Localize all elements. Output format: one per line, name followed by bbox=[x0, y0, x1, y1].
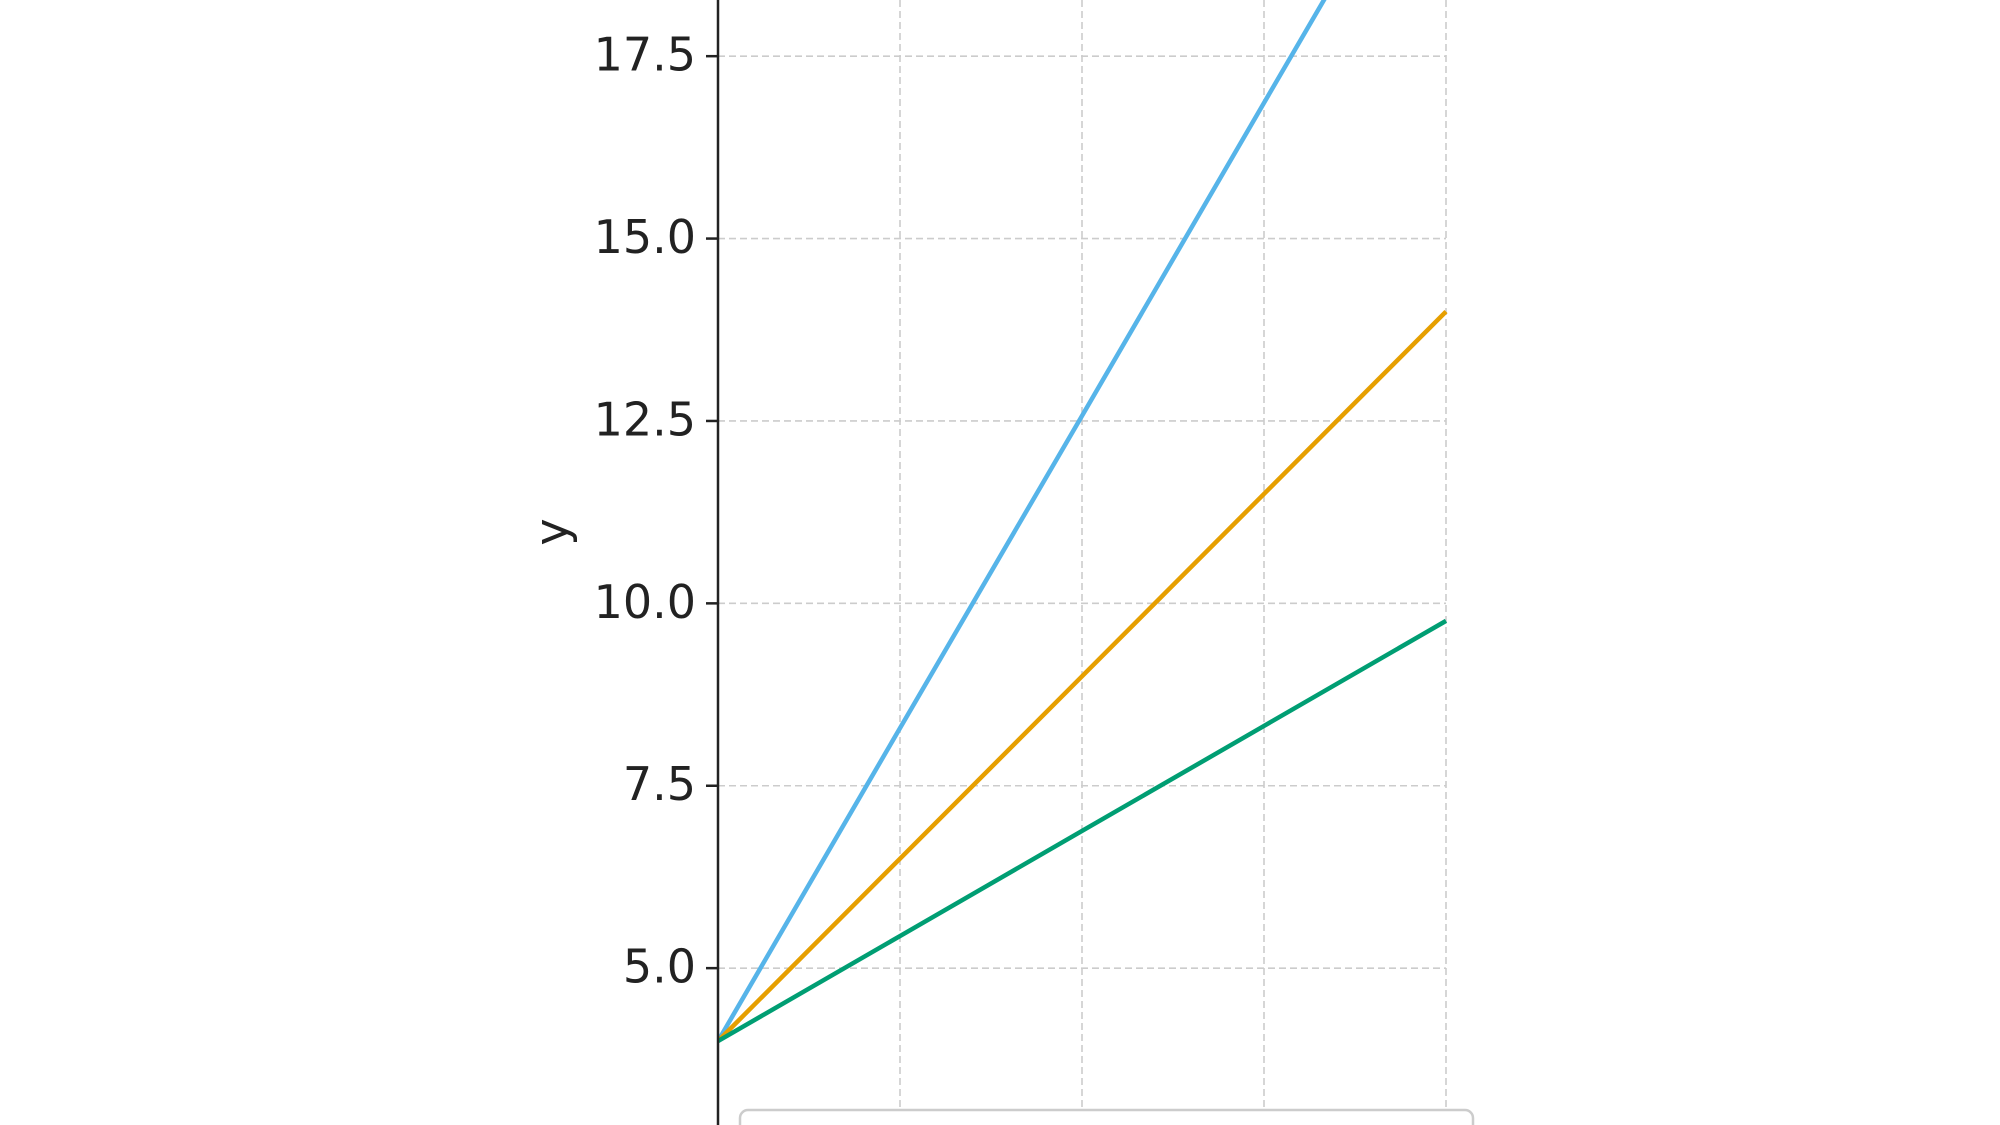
y-tick-label: 15.0 bbox=[594, 210, 696, 264]
y-tick-label: 17.5 bbox=[594, 28, 696, 82]
y-tick-label: 5.0 bbox=[623, 940, 696, 994]
plot-area bbox=[718, 0, 1448, 1044]
y-tick-label: 7.5 bbox=[623, 757, 696, 811]
line-series bbox=[718, 0, 1327, 1043]
legend-box bbox=[738, 1108, 1475, 1125]
y-axis-label: y bbox=[525, 518, 579, 545]
line-series bbox=[718, 618, 1448, 1044]
y-tick-label: 12.5 bbox=[594, 392, 696, 446]
grid bbox=[717, 0, 1447, 1125]
line-series bbox=[718, 309, 1448, 1043]
y-tick-label: 10.0 bbox=[594, 575, 696, 629]
